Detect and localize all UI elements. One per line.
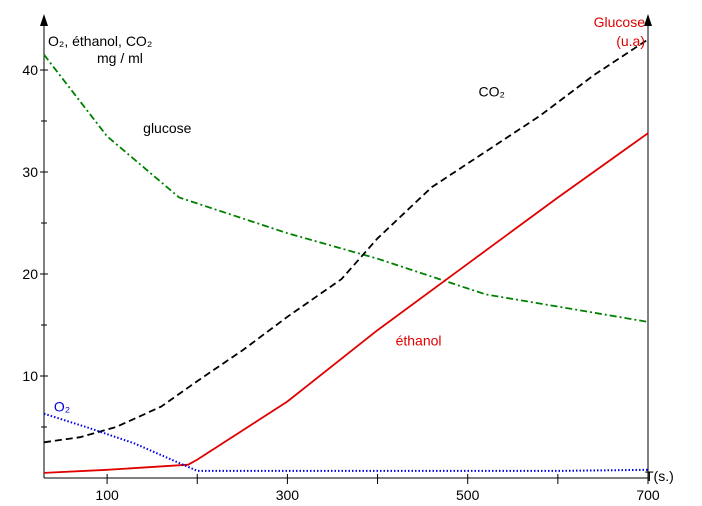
y-tick-label: 20 bbox=[22, 266, 38, 282]
y-tick-label: 40 bbox=[22, 62, 38, 78]
y-axis-right-arrow bbox=[644, 14, 652, 26]
y-axis-left-unit: mg / ml bbox=[97, 50, 143, 66]
series-line-co bbox=[43, 38, 649, 444]
series-layer bbox=[43, 38, 649, 474]
x-tick-label: 300 bbox=[276, 487, 300, 503]
y-axis-left-label: O₂, éthanol, CO₂ bbox=[48, 33, 152, 49]
y-axis-left-arrow bbox=[40, 14, 48, 26]
annotation-label: CO₂ bbox=[479, 84, 505, 100]
annotation-label: glucose bbox=[143, 120, 191, 136]
y-tick-label: 10 bbox=[22, 368, 38, 384]
x-tick-label: 500 bbox=[456, 487, 480, 503]
x-tick-label: 100 bbox=[95, 487, 119, 503]
axes: 10 20 30 40 100 300 500 700 bbox=[22, 14, 660, 503]
y-axis-right-label: Glucose bbox=[594, 14, 646, 30]
annotation-label: éthanol bbox=[396, 332, 442, 348]
x-axis-label: T(s.) bbox=[645, 468, 674, 484]
y-tick-label: 30 bbox=[22, 164, 38, 180]
annotation-label: O₂ bbox=[54, 399, 70, 415]
series-line-o bbox=[43, 412, 649, 472]
x-tick-label: 700 bbox=[636, 487, 660, 503]
y-axis-right-unit: (u.a) bbox=[616, 33, 645, 49]
series-line-glucose bbox=[43, 54, 649, 323]
series-line-thanol bbox=[43, 132, 649, 474]
